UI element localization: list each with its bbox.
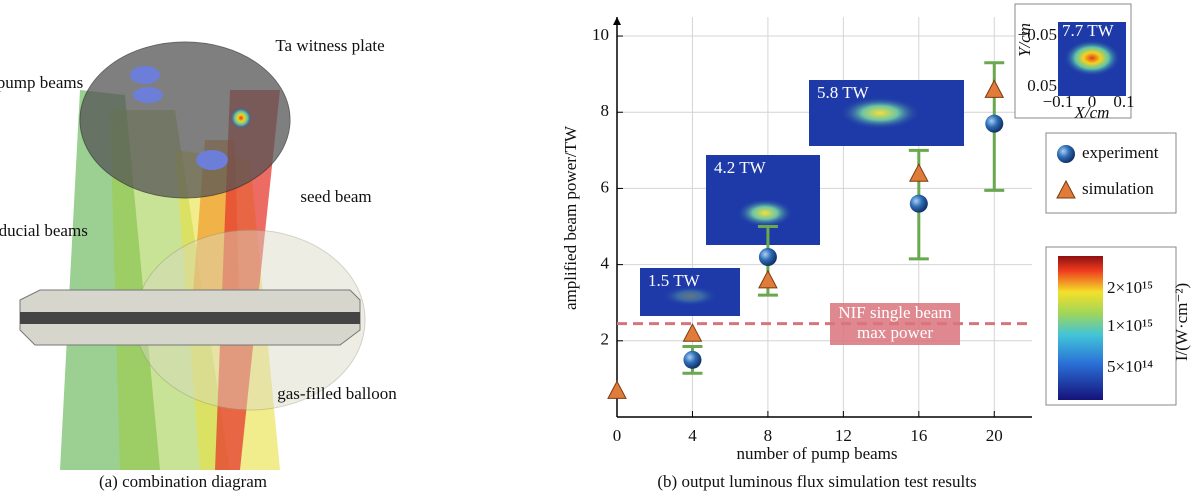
simulation-point (683, 324, 701, 341)
x-tick-label: 8 (764, 426, 773, 445)
colorbar-tick-label: 2×10¹⁵ (1107, 278, 1153, 297)
y-tick-label: 8 (601, 101, 610, 120)
y-axis-label: amplified beam power/TW (561, 125, 580, 310)
x-axis-label: number of pump beams (737, 444, 898, 463)
diagram-label: gas-filled balloon (277, 384, 397, 403)
simulation-point (759, 271, 777, 288)
inset-label: 7.7 TW (1062, 21, 1115, 40)
simulation-point (608, 381, 626, 398)
inset-label: 4.2 TW (714, 158, 767, 177)
legend-label: simulation (1082, 179, 1154, 198)
heatmap-spot (737, 199, 793, 227)
diagram-label: pump beams (0, 73, 83, 92)
y-tick-label: 6 (601, 177, 610, 196)
simulation-point (985, 80, 1003, 97)
experiment-point (910, 195, 928, 213)
y-tick-label: 10 (592, 25, 609, 44)
diagram-label: fiducial beams (0, 221, 88, 240)
annotation-text: max power (857, 323, 933, 342)
diagram-label: Ta witness plate (275, 36, 384, 55)
diagram-caption: (a) combination diagram (99, 472, 267, 491)
diagram-label: seed beam (300, 187, 371, 206)
inset-x-label: X/cm (1074, 103, 1110, 122)
inset-y-label: Y/cm (1015, 23, 1034, 57)
legend-label: experiment (1082, 143, 1159, 162)
inset-x-tick: 0.1 (1113, 92, 1134, 111)
y-axis-arrow (613, 17, 621, 25)
y-tick-label: 4 (601, 254, 610, 273)
x-tick-label: 16 (910, 426, 927, 445)
legend-marker (1057, 145, 1075, 163)
inset-spot (1064, 40, 1120, 76)
colorbar-tick-label: 5×10¹⁴ (1107, 357, 1153, 376)
y-tick-label: 2 (601, 330, 610, 349)
simulation-point (910, 164, 928, 181)
x-tick-label: 4 (688, 426, 697, 445)
combination-diagram (20, 42, 365, 470)
experiment-point (683, 351, 701, 369)
experiment-point (759, 248, 777, 266)
x-tick-label: 12 (835, 426, 852, 445)
inset-x-tick: −0.1 (1043, 92, 1074, 111)
colorbar-label: I/(W·cm⁻²) (1172, 283, 1191, 361)
x-tick-label: 0 (613, 426, 622, 445)
figure-svg: Ta witness plate pump beams seed beam fi… (0, 0, 1201, 494)
chart-title: (b) output luminous flux simulation test… (657, 472, 976, 491)
figure: Ta witness plate pump beams seed beam fi… (0, 0, 1201, 494)
colorbar-tick-label: 1×10¹⁵ (1107, 316, 1153, 335)
inset-label: 1.5 TW (648, 271, 701, 290)
inset-label: 5.8 TW (817, 83, 870, 102)
experiment-point (985, 115, 1003, 133)
x-tick-label: 20 (986, 426, 1003, 445)
annotation-text: NIF single beam (838, 303, 951, 322)
colorbar (1058, 256, 1103, 400)
